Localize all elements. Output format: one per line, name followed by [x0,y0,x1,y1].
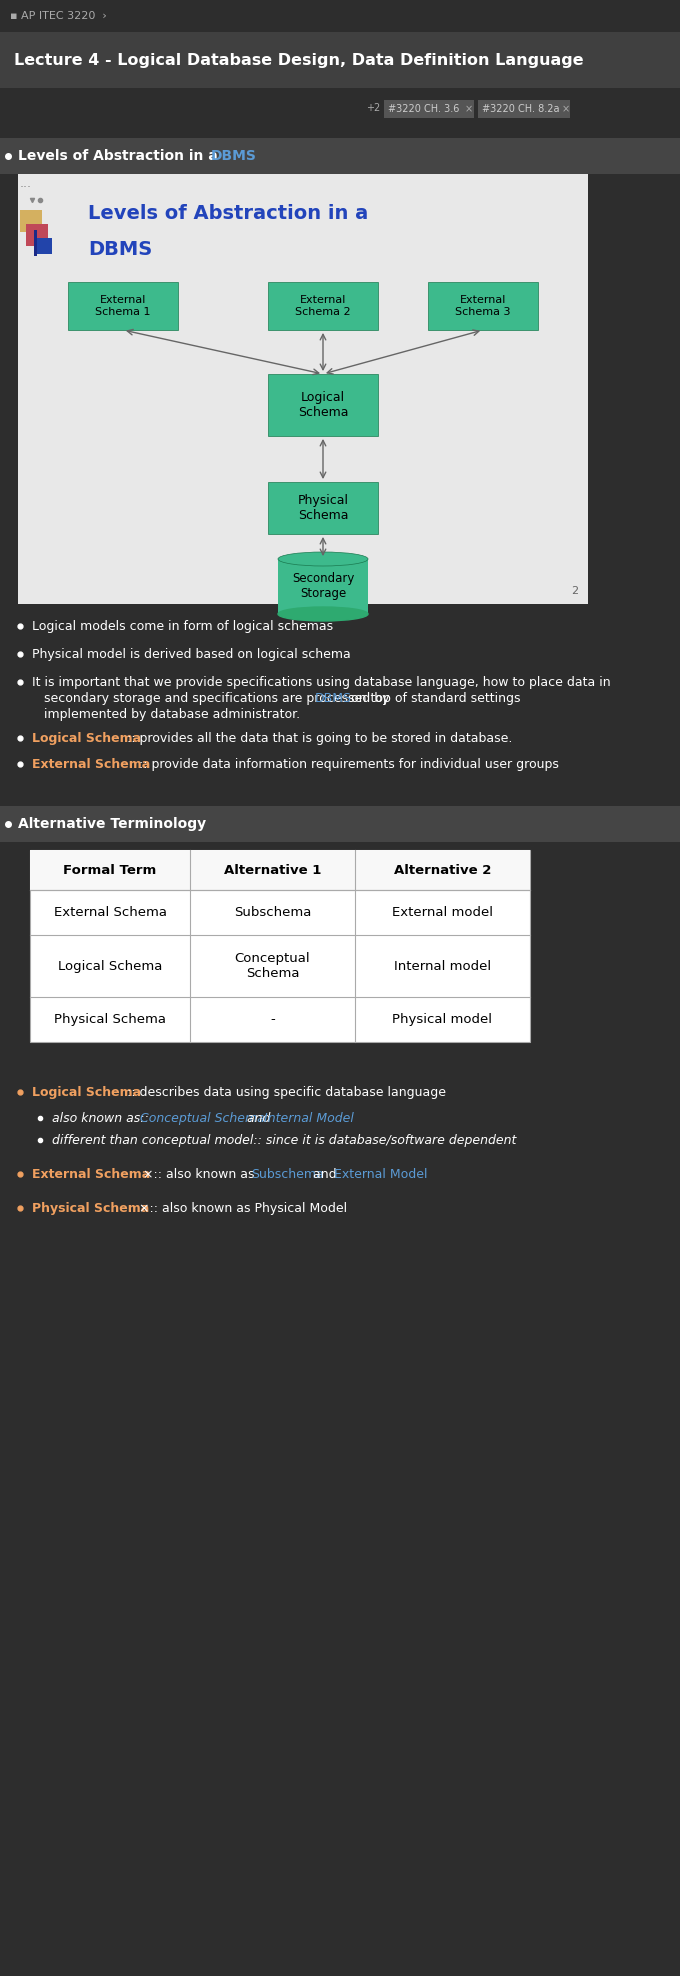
Text: ×: × [562,105,570,115]
Text: Physical Schema: Physical Schema [32,1201,149,1215]
Bar [34,237,52,255]
Bar [0,0,680,32]
Text: Logical Schema: Logical Schema [32,1085,141,1099]
Text: ▪ AP ITEC 3220  ›: ▪ AP ITEC 3220 › [10,12,107,22]
Bar [478,101,570,119]
Text: Formal Term: Formal Term [63,864,156,877]
Bar [268,283,378,330]
Bar [0,1073,680,1302]
Text: ×:: also known as Physical Model: ×:: also known as Physical Model [135,1201,347,1215]
Bar [278,559,368,615]
Text: Logical Schema: Logical Schema [58,960,163,972]
Text: External
Schema 3: External Schema 3 [455,294,511,316]
Text: secondary storage and specifications are processed by: secondary storage and specifications are… [44,692,394,705]
Text: External
Schema 2: External Schema 2 [295,294,351,316]
Bar [268,373,378,437]
Bar [30,850,530,1041]
Text: Lecture 4 - Logical Database Design, Data Definition Language: Lecture 4 - Logical Database Design, Dat… [14,53,583,67]
Text: on top of standard settings: on top of standard settings [347,692,521,705]
Bar [68,283,178,330]
Text: Internal Model: Internal Model [264,1112,354,1124]
Bar [0,607,680,806]
Text: External Schema: External Schema [32,757,150,771]
Text: ···: ··· [20,182,32,194]
Text: DBMS: DBMS [88,239,152,259]
Text: Physical
Schema: Physical Schema [298,494,348,522]
Text: implemented by database administrator.: implemented by database administrator. [44,707,300,721]
Text: Internal model: Internal model [394,960,491,972]
Text: Physical model is derived based on logical schema: Physical model is derived based on logic… [32,648,351,660]
Text: Levels of Abstraction in a: Levels of Abstraction in a [88,204,369,223]
Text: DBMS: DBMS [211,148,257,162]
Bar [384,101,474,119]
Text: #3220 CH. 3.6: #3220 CH. 3.6 [388,105,460,115]
Text: External Schema: External Schema [54,907,167,919]
Text: External model: External model [392,907,493,919]
Text: External Schema: External Schema [32,1168,150,1180]
Text: It is important that we provide specifications using database language, how to p: It is important that we provide specific… [32,676,611,688]
Bar [0,842,680,1063]
Text: and: and [309,1168,341,1180]
Text: ×: × [465,105,473,115]
Text: Conceptual
Schema: Conceptual Schema [235,952,310,980]
Bar [20,209,42,231]
Bar [0,89,680,138]
Text: also known as::: also known as:: [52,1112,149,1124]
Text: Logical models come in form of logical schemas: Logical models come in form of logical s… [32,620,333,632]
Text: Secondary
Storage: Secondary Storage [292,571,354,599]
Text: Alternative 1: Alternative 1 [224,864,321,877]
Text: 2: 2 [571,587,578,597]
Text: Logical
Schema: Logical Schema [298,391,348,419]
Text: Logical Schema: Logical Schema [32,731,141,745]
Text: Subschema: Subschema [251,1168,324,1180]
Bar [34,229,37,257]
Ellipse shape [278,607,368,620]
Text: :: provides all the data that is going to be stored in database.: :: provides all the data that is going t… [127,731,512,745]
Text: #3220 CH. 8.2a: #3220 CH. 8.2a [482,105,560,115]
Text: Physical Schema: Physical Schema [54,1014,166,1026]
Text: Conceptual Schema: Conceptual Schema [136,1112,265,1124]
Text: :: describes data using specific database language: :: describes data using specific databas… [127,1085,446,1099]
Text: Physical model: Physical model [392,1014,492,1026]
Text: +2: +2 [366,103,380,113]
Text: External Model: External Model [334,1168,428,1180]
Text: :: provide data information requirements for individual user groups: :: provide data information requirements… [139,757,559,771]
Bar [0,138,680,174]
Text: ×:: also known as: ×:: also known as [139,1168,258,1180]
Bar [0,806,680,842]
Text: and: and [243,1112,274,1124]
Bar [428,283,538,330]
Bar [18,174,588,605]
Text: DBMS: DBMS [315,692,352,705]
Text: Alternative Terminology: Alternative Terminology [18,816,206,832]
Text: Subschema: Subschema [234,907,311,919]
Bar [268,482,378,534]
Text: Levels of Abstraction in a: Levels of Abstraction in a [18,148,222,162]
Text: Alternative 2: Alternative 2 [394,864,491,877]
Bar [26,223,48,245]
Ellipse shape [278,551,368,565]
Text: -: - [270,1014,275,1026]
Bar [30,850,530,889]
Text: different than conceptual model:: since it is database/software dependent: different than conceptual model:: since … [52,1134,516,1146]
Text: External
Schema 1: External Schema 1 [95,294,151,316]
Bar [0,32,680,89]
